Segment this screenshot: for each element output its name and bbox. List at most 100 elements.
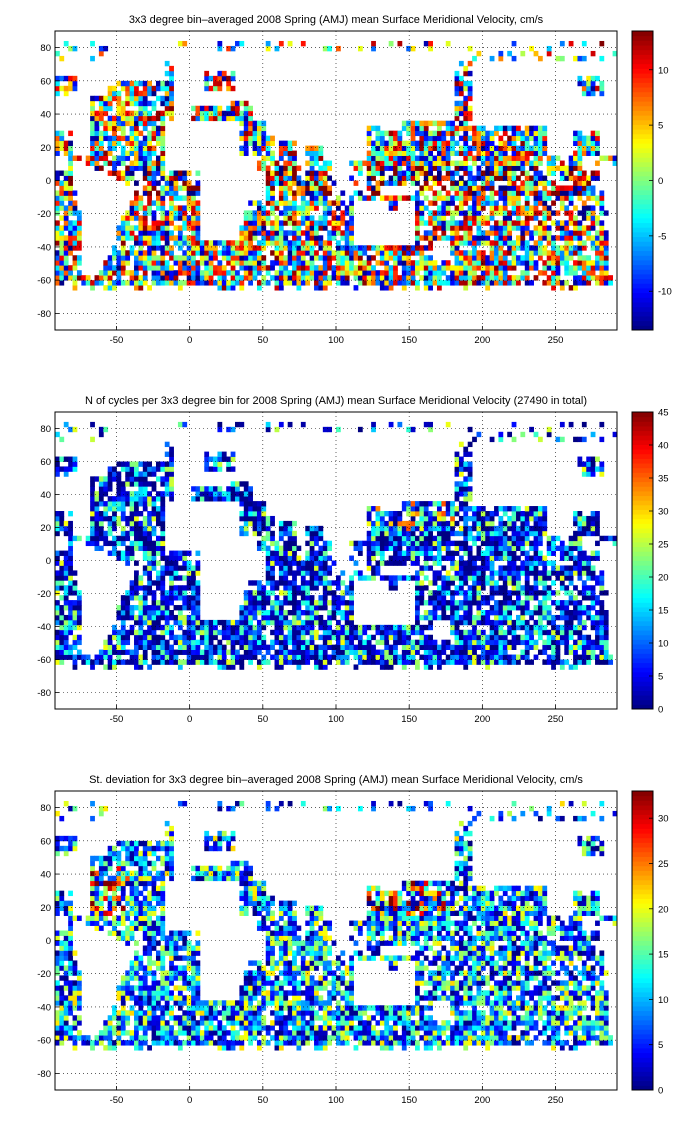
heatmap-cell bbox=[415, 165, 420, 171]
heatmap-cell bbox=[318, 664, 324, 670]
heatmap-cell bbox=[480, 240, 486, 246]
heatmap-cell bbox=[375, 150, 381, 156]
heatmap-cell bbox=[595, 220, 600, 226]
heatmap-cell bbox=[125, 466, 131, 472]
heatmap-cell bbox=[90, 540, 95, 547]
heatmap-cell bbox=[568, 210, 574, 216]
heatmap-cell bbox=[160, 110, 166, 117]
heatmap-cell bbox=[485, 145, 491, 151]
heatmap-cell bbox=[498, 150, 504, 156]
heatmap-cell bbox=[138, 160, 144, 166]
heatmap-cell bbox=[160, 634, 166, 641]
heatmap-cell bbox=[357, 280, 363, 286]
heatmap-cell bbox=[494, 260, 499, 266]
colorbar-segment bbox=[632, 227, 653, 233]
heatmap-cell bbox=[173, 275, 179, 281]
heatmap-cell bbox=[366, 155, 372, 161]
heatmap-cell bbox=[314, 145, 319, 151]
heatmap-cell bbox=[564, 220, 570, 226]
heatmap-cell bbox=[502, 255, 508, 261]
heatmap-cell bbox=[436, 585, 442, 591]
heatmap-cell bbox=[147, 585, 152, 591]
heatmap-cell bbox=[191, 235, 196, 241]
heatmap-cell bbox=[270, 535, 275, 542]
heatmap-cell bbox=[112, 265, 117, 271]
heatmap-cell bbox=[107, 550, 113, 556]
heatmap-cell bbox=[415, 614, 420, 621]
heatmap-cell bbox=[103, 535, 109, 542]
heatmap-cell bbox=[147, 515, 152, 522]
heatmap-cell bbox=[366, 270, 372, 276]
heatmap-cell bbox=[436, 649, 442, 655]
heatmap-cell bbox=[599, 245, 605, 251]
heatmap-cell bbox=[116, 555, 122, 561]
heatmap-cell bbox=[551, 235, 556, 241]
heatmap-cell bbox=[489, 265, 495, 271]
heatmap-cell bbox=[94, 496, 100, 502]
heatmap-cell bbox=[573, 220, 578, 226]
heatmap-cell bbox=[305, 590, 311, 596]
heatmap-cell bbox=[375, 180, 381, 186]
heatmap-cell bbox=[371, 545, 376, 551]
heatmap-cell bbox=[467, 240, 473, 246]
heatmap-cell bbox=[85, 540, 91, 547]
heatmap-cell bbox=[318, 555, 324, 561]
heatmap-cell bbox=[191, 275, 196, 281]
heatmap-cell bbox=[72, 240, 78, 246]
heatmap-cell bbox=[349, 260, 354, 266]
heatmap-cell bbox=[410, 575, 416, 581]
colorbar-segment bbox=[632, 82, 653, 88]
heatmap-cell bbox=[318, 575, 324, 581]
heatmap-cell bbox=[248, 240, 253, 246]
heatmap-cell bbox=[134, 150, 139, 156]
heatmap-cell bbox=[322, 165, 328, 171]
heatmap-cell bbox=[436, 195, 442, 201]
heatmap-cell bbox=[235, 486, 240, 492]
heatmap-cell bbox=[164, 624, 170, 631]
heatmap-cell bbox=[239, 115, 245, 122]
heatmap-cell bbox=[226, 260, 232, 266]
heatmap-cell bbox=[327, 610, 333, 616]
heatmap-cell bbox=[68, 145, 73, 151]
heatmap-cell bbox=[235, 421, 240, 428]
heatmap-cell bbox=[322, 634, 328, 641]
heatmap-cell bbox=[476, 275, 482, 281]
heatmap-cell bbox=[599, 270, 605, 276]
heatmap-cell bbox=[340, 624, 346, 631]
heatmap-cell bbox=[340, 270, 346, 276]
heatmap-cell bbox=[318, 565, 324, 571]
heatmap-cell bbox=[256, 135, 262, 142]
heatmap-cell bbox=[415, 520, 420, 527]
heatmap-cell bbox=[494, 155, 499, 161]
heatmap-cell bbox=[393, 250, 398, 256]
heatmap-cell bbox=[116, 125, 122, 132]
heatmap-cell bbox=[90, 496, 95, 502]
heatmap-cell bbox=[340, 600, 346, 606]
heatmap-cell bbox=[142, 570, 148, 576]
heatmap-cell bbox=[502, 230, 508, 236]
heatmap-cell bbox=[59, 619, 65, 626]
heatmap-cell bbox=[103, 110, 109, 117]
heatmap-cell bbox=[243, 614, 249, 621]
heatmap-cell bbox=[419, 515, 425, 522]
heatmap-cell bbox=[72, 45, 78, 52]
heatmap-cell bbox=[586, 140, 592, 147]
heatmap-cell bbox=[239, 235, 245, 241]
heatmap-cell bbox=[340, 245, 346, 251]
heatmap-cell bbox=[366, 639, 372, 646]
heatmap-cell bbox=[155, 610, 161, 616]
heatmap-cell bbox=[63, 644, 69, 650]
heatmap-cell bbox=[278, 634, 284, 641]
heatmap-cell bbox=[480, 140, 486, 147]
heatmap-cell bbox=[68, 175, 73, 181]
heatmap-cell bbox=[239, 659, 245, 665]
heatmap-cell bbox=[125, 215, 131, 221]
heatmap-cell bbox=[59, 570, 65, 576]
heatmap-cell bbox=[138, 110, 144, 117]
heatmap-cell bbox=[476, 175, 482, 181]
heatmap-cell bbox=[85, 155, 91, 161]
heatmap-cell bbox=[445, 130, 451, 137]
heatmap-cell bbox=[336, 215, 341, 221]
heatmap-cell bbox=[388, 180, 394, 186]
heatmap-cell bbox=[274, 659, 280, 665]
